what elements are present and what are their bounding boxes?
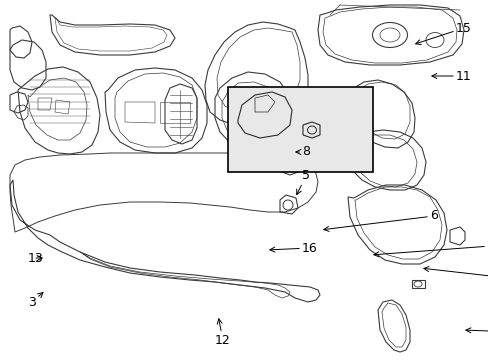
Text: 15: 15 — [415, 22, 471, 45]
Text: 16: 16 — [269, 242, 317, 255]
Text: 9: 9 — [0, 359, 1, 360]
FancyBboxPatch shape — [227, 87, 372, 172]
Text: 7: 7 — [373, 239, 488, 257]
Text: 4: 4 — [0, 359, 1, 360]
Text: 6: 6 — [323, 210, 437, 231]
Text: 11: 11 — [431, 69, 471, 82]
Text: 3: 3 — [28, 293, 43, 309]
Text: 10: 10 — [0, 359, 1, 360]
Text: 1: 1 — [0, 359, 1, 360]
Text: 13: 13 — [28, 252, 43, 265]
Text: 14: 14 — [465, 328, 488, 346]
Text: 5: 5 — [296, 170, 309, 194]
Text: 12: 12 — [215, 319, 230, 346]
Text: 2: 2 — [423, 266, 488, 288]
Text: 8: 8 — [295, 145, 309, 158]
